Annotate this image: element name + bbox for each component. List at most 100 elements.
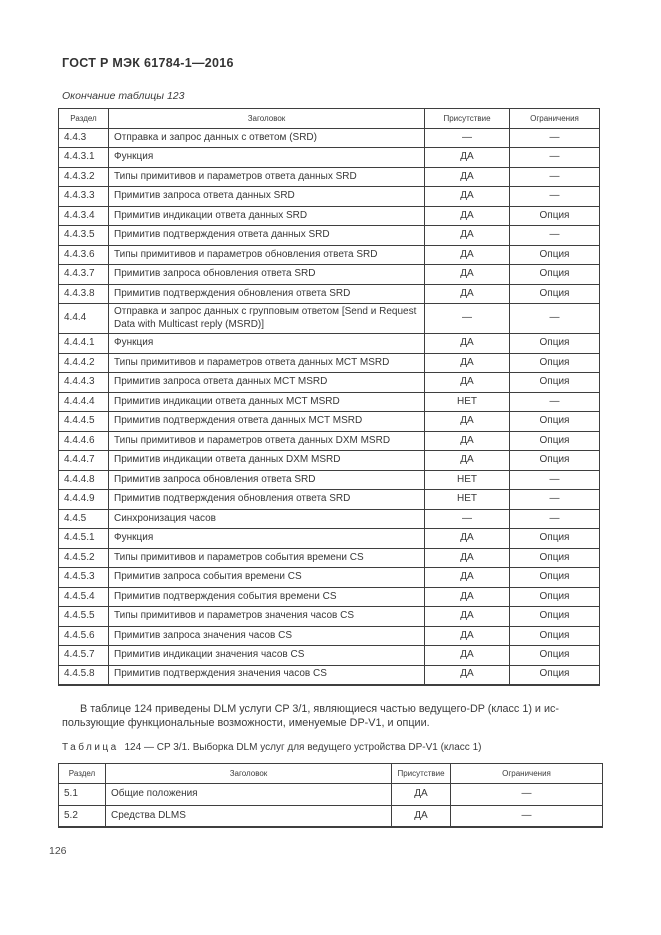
cell-section: 4.4.4 — [58, 303, 109, 334]
cell-heading: Примитив запроса ответа данных SRD — [108, 186, 425, 207]
cell-section: 4.4.4.9 — [58, 489, 109, 510]
cell-presence: ДА — [391, 782, 451, 806]
cell-constraints: — — [509, 508, 600, 529]
cell-presence: ДА — [424, 333, 510, 354]
cell-section: 4.4.3.4 — [58, 205, 109, 226]
cell-constraints: — — [450, 782, 603, 806]
paragraph-line1: В таблице 124 приведены DLM услуги CP 3/… — [80, 703, 559, 715]
cell-heading: Примитив индикации ответа данных DXM MSR… — [108, 450, 425, 471]
cell-presence: ДА — [424, 645, 510, 666]
cell-constraints: Опция — [509, 352, 600, 373]
table-row: 4.4.5.8 Примитив подтверждения значения ч… — [58, 664, 600, 685]
cell-presence: ДА — [391, 804, 451, 828]
cell-section: 5.1 — [58, 782, 106, 806]
cell-constraints: Опция — [509, 333, 600, 354]
table-continuation-note: Окончание таблицы 123 — [62, 90, 185, 102]
cell-presence: ДА — [424, 352, 510, 373]
cell-section: 4.4.5.3 — [58, 567, 109, 588]
table-row: 4.4.4.5 Примитив подтверждения ответа дан… — [58, 411, 600, 432]
cell-heading: Примитив подтверждения события времени C… — [108, 586, 425, 607]
cell-heading: Примитив подтверждения обновления ответа… — [108, 489, 425, 510]
table-header-row: Раздел Заголовок Присутствие Ограничения — [58, 763, 603, 784]
cell-heading: Примитив подтверждения обновления ответа… — [108, 283, 425, 304]
table-row: 4.4.3.1 Функция ДА — — [58, 147, 600, 168]
cell-section: 4.4.3.1 — [58, 147, 109, 168]
table-row: 4.4.3.3 Примитив запроса ответа данных SR… — [58, 186, 600, 207]
cell-section: 4.4.4.6 — [58, 430, 109, 451]
cell-constraints: — — [509, 127, 600, 148]
cell-section: 4.4.4.4 — [58, 391, 109, 412]
paragraph-line2: пользующие функциональные возможности, и… — [62, 716, 430, 729]
cell-section: 4.4.3.6 — [58, 244, 109, 265]
table-row: 4.4.5.1 Функция ДА Опция — [58, 528, 600, 549]
table-row: 4.4.5.4 Примитив подтверждения события вр… — [58, 586, 600, 607]
cell-heading: Функция — [108, 333, 425, 354]
cell-section: 4.4.4.7 — [58, 450, 109, 471]
cell-presence: ДА — [424, 283, 510, 304]
doc-title: ГОСТ Р МЭК 61784-1—2016 — [62, 56, 234, 70]
cell-heading: Примитив запроса обновления ответа SRD — [108, 264, 425, 285]
table-row: 4.4.3 Отправка и запрос данных с ответом … — [58, 127, 600, 148]
cell-section: 4.4.5.4 — [58, 586, 109, 607]
cell-constraints: — — [509, 166, 600, 187]
cell-constraints: Опция — [509, 372, 600, 393]
cell-section: 4.4.4.1 — [58, 333, 109, 354]
cell-presence: ДА — [424, 372, 510, 393]
table-row: 4.4.5 Синхронизация часов — — — [58, 508, 600, 529]
cell-heading: Примитив запроса обновления ответа SRD — [108, 469, 425, 490]
table-header-row: Раздел Заголовок Присутствие Ограничения — [58, 108, 600, 129]
table-row: 4.4.4.1 Функция ДА Опция — [58, 333, 600, 354]
cell-presence: ДА — [424, 528, 510, 549]
cell-presence: ДА — [424, 225, 510, 246]
table-row: 4.4.3.8 Примитив подтверждения обновления… — [58, 283, 600, 304]
table-row: 5.2 Средства DLMS ДА — — [58, 804, 603, 828]
table-row: 4.4.3.4 Примитив индикации ответа данных … — [58, 205, 600, 226]
cell-heading: Функция — [108, 528, 425, 549]
table-row: 4.4.3.5 Примитив подтверждения ответа дан… — [58, 225, 600, 246]
table-row: 4.4.5.6 Примитив запроса значения часов C… — [58, 625, 600, 646]
cell-constraints: — — [450, 804, 603, 828]
cell-section: 4.4.4.2 — [58, 352, 109, 373]
cell-constraints: Опция — [509, 205, 600, 226]
cell-constraints: — — [509, 147, 600, 168]
cell-heading: Типы примитивов и параметров ответа данн… — [108, 166, 425, 187]
column-header-section: Раздел — [58, 763, 106, 784]
cell-constraints: Опция — [509, 283, 600, 304]
cell-presence: ДА — [424, 450, 510, 471]
cell-presence: ДА — [424, 186, 510, 207]
table-row: 4.4.5.2 Типы примитивов и параметров собы… — [58, 547, 600, 568]
table-row: 4.4.4.3 Примитив запроса ответа данных MC… — [58, 372, 600, 393]
cell-section: 4.4.3 — [58, 127, 109, 148]
cell-section: 4.4.4.5 — [58, 411, 109, 432]
cell-constraints: Опция — [509, 244, 600, 265]
cell-constraints: Опция — [509, 264, 600, 285]
cell-section: 4.4.3.8 — [58, 283, 109, 304]
table-124: Раздел Заголовок Присутствие Ограничения… — [58, 763, 603, 828]
cell-presence: ДА — [424, 430, 510, 451]
cell-heading: Средства DLMS — [105, 804, 392, 828]
cell-heading: Примитив индикации ответа данных SRD — [108, 205, 425, 226]
cell-constraints: — — [509, 391, 600, 412]
cell-presence: ДА — [424, 411, 510, 432]
table-row: 4.4.4.2 Типы примитивов и параметров отве… — [58, 352, 600, 373]
cell-presence: ДА — [424, 664, 510, 685]
column-header-heading: Заголовок — [105, 763, 392, 784]
cell-constraints: — — [509, 469, 600, 490]
cell-section: 5.2 — [58, 804, 106, 828]
cell-section: 4.4.3.3 — [58, 186, 109, 207]
cell-heading: Примитив подтверждения ответа данных SRD — [108, 225, 425, 246]
cell-presence: ДА — [424, 244, 510, 265]
cell-heading: Функция — [108, 147, 425, 168]
cell-section: 4.4.3.5 — [58, 225, 109, 246]
table-row: 4.4.3.6 Типы примитивов и параметров обно… — [58, 244, 600, 265]
table-row: 4.4.5.7 Примитив индикации значения часов… — [58, 645, 600, 666]
table-row: 4.4.3.2 Типы примитивов и параметров отве… — [58, 166, 600, 187]
cell-heading: Отправка и запрос данных с ответом (SRD) — [108, 127, 425, 148]
cell-constraints: Опция — [509, 528, 600, 549]
cell-presence: ДА — [424, 606, 510, 627]
cell-presence: ДА — [424, 567, 510, 588]
cell-presence: ДА — [424, 264, 510, 285]
column-header-presence: Присутствие — [391, 763, 451, 784]
cell-heading: Примитив запроса значения часов CS — [108, 625, 425, 646]
cell-constraints: Опция — [509, 586, 600, 607]
